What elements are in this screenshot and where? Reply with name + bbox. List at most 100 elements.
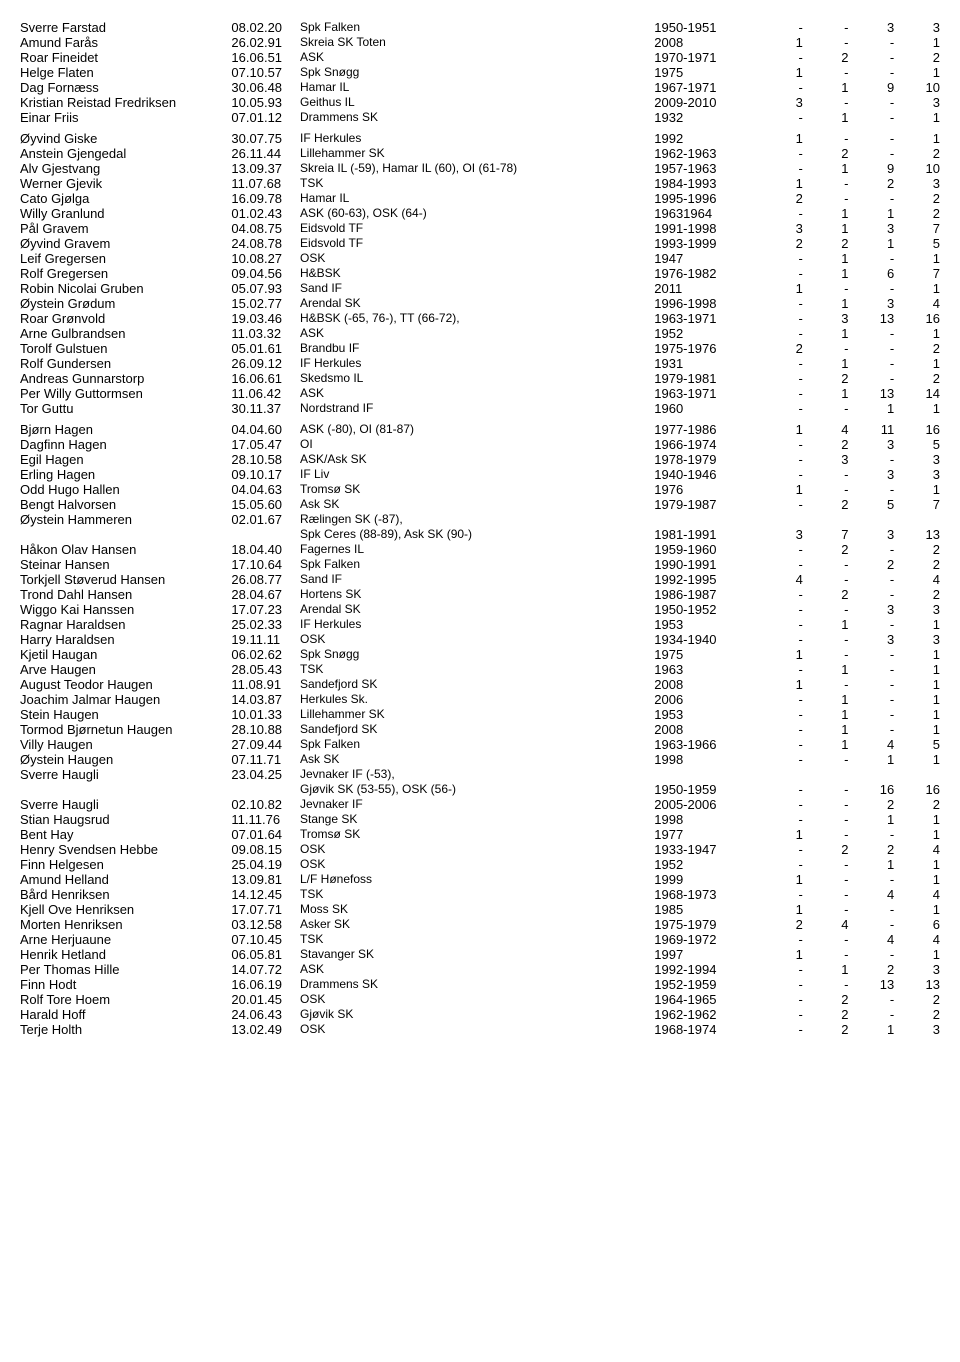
- years-cell: 1979-1981: [654, 371, 757, 386]
- years-cell: 1963-1971: [654, 386, 757, 401]
- name-cell: Øyvind Giske: [20, 131, 231, 146]
- col1-cell: 3: [757, 221, 803, 236]
- years-cell: 1968-1973: [654, 887, 757, 902]
- col1-cell: -: [757, 977, 803, 992]
- col1-cell: -: [757, 632, 803, 647]
- club-cell: TSK: [300, 662, 654, 677]
- col2-cell: 4: [803, 917, 849, 932]
- club-cell: Ask SK: [300, 752, 654, 767]
- table-row: Morten Henriksen03.12.58Asker SK1975-197…: [20, 917, 940, 932]
- col2-cell: 1: [803, 251, 849, 266]
- club-cell: Arendal SK: [300, 296, 654, 311]
- col1-cell: 1: [757, 677, 803, 692]
- col1-cell: -: [757, 371, 803, 386]
- years-cell: 1966-1974: [654, 437, 757, 452]
- years-cell: 1976-1982: [654, 266, 757, 281]
- table-row: Erling Hagen09.10.17IF Liv1940-1946--33: [20, 467, 940, 482]
- col2-cell: [803, 512, 849, 527]
- table-row: Amund Farås26.02.91Skreia SK Toten20081-…: [20, 35, 940, 50]
- name-cell: Henry Svendsen Hebbe: [20, 842, 231, 857]
- date-cell: 26.02.91: [231, 35, 300, 50]
- club-cell: ASK: [300, 326, 654, 341]
- name-cell: Steinar Hansen: [20, 557, 231, 572]
- years-cell: 1931: [654, 356, 757, 371]
- col2-cell: -: [803, 632, 849, 647]
- table-row: Arne Gulbrandsen11.03.32ASK1952-1-1: [20, 326, 940, 341]
- years-cell: 1963: [654, 662, 757, 677]
- col4-cell: 1: [894, 827, 940, 842]
- years-cell: 2008: [654, 722, 757, 737]
- col1-cell: 1: [757, 947, 803, 962]
- name-cell: Trond Dahl Hansen: [20, 587, 231, 602]
- club-cell: Drammens SK: [300, 110, 654, 125]
- col3-cell: -: [849, 917, 895, 932]
- years-cell: 1975-1979: [654, 917, 757, 932]
- col1-cell: -: [757, 251, 803, 266]
- years-cell: 1952: [654, 326, 757, 341]
- col3-cell: -: [849, 707, 895, 722]
- col4-cell: 3: [894, 602, 940, 617]
- name-cell: Rolf Gregersen: [20, 266, 231, 281]
- club-cell: Skedsmo IL: [300, 371, 654, 386]
- col4-cell: 2: [894, 146, 940, 161]
- club-cell: Spk Falken: [300, 557, 654, 572]
- date-cell: 28.10.88: [231, 722, 300, 737]
- table-row: Dag Fornæss30.06.48Hamar IL1967-1971-191…: [20, 80, 940, 95]
- col4-cell: 1: [894, 662, 940, 677]
- club-cell: Lillehammer SK: [300, 146, 654, 161]
- name-cell: Finn Helgesen: [20, 857, 231, 872]
- col2-cell: -: [803, 482, 849, 497]
- col4-cell: 1: [894, 281, 940, 296]
- col4-cell: 2: [894, 542, 940, 557]
- table-row: Pål Gravem04.08.75Eidsvold TF1991-199831…: [20, 221, 940, 236]
- table-row: Arve Haugen28.05.43TSK1963-1-1: [20, 662, 940, 677]
- years-cell: [654, 767, 757, 782]
- col4-cell: 1: [894, 65, 940, 80]
- col4-cell: 16: [894, 311, 940, 326]
- club-cell: Sand IF: [300, 281, 654, 296]
- col2-cell: -: [803, 95, 849, 110]
- col2-cell: -: [803, 797, 849, 812]
- club-cell: Sandefjord SK: [300, 722, 654, 737]
- col2-cell: -: [803, 812, 849, 827]
- years-cell: 1999: [654, 872, 757, 887]
- club-cell: Tromsø SK: [300, 482, 654, 497]
- table-row: Øyvind Giske30.07.75IF Herkules19921--1: [20, 131, 940, 146]
- table-row: Helge Flaten07.10.57Spk Snøgg19751--1: [20, 65, 940, 80]
- col4-cell: 3: [894, 95, 940, 110]
- col3-cell: -: [849, 146, 895, 161]
- name-cell: Helge Flaten: [20, 65, 231, 80]
- col4-cell: 4: [894, 842, 940, 857]
- table-row: Øystein Haugen07.11.71Ask SK1998--11: [20, 752, 940, 767]
- col1-cell: -: [757, 782, 803, 797]
- col4-cell: 4: [894, 932, 940, 947]
- date-cell: 26.11.44: [231, 146, 300, 161]
- col2-cell: 2: [803, 842, 849, 857]
- table-row: Torolf Gulstuen05.01.61Brandbu IF1975-19…: [20, 341, 940, 356]
- col2-cell: 1: [803, 266, 849, 281]
- col4-cell: 3: [894, 1022, 940, 1037]
- col4-cell: 5: [894, 737, 940, 752]
- col1-cell: -: [757, 437, 803, 452]
- table-row: Henry Svendsen Hebbe09.08.15OSK1933-1947…: [20, 842, 940, 857]
- date-cell: 02.10.82: [231, 797, 300, 812]
- col4-cell: 1: [894, 707, 940, 722]
- name-cell: Harald Hoff: [20, 1007, 231, 1022]
- date-cell: 16.06.19: [231, 977, 300, 992]
- club-cell: Gjøvik SK (53-55), OSK (56-): [300, 782, 654, 797]
- table-row: Villy Haugen27.09.44Spk Falken1963-1966-…: [20, 737, 940, 752]
- col4-cell: 13: [894, 977, 940, 992]
- col2-cell: -: [803, 677, 849, 692]
- table-row: Egil Hagen28.10.58ASK/Ask SK1978-1979-3-…: [20, 452, 940, 467]
- col2-cell: -: [803, 647, 849, 662]
- date-cell: 20.01.45: [231, 992, 300, 1007]
- table-row: Roar Grønvold19.03.46H&BSK (-65, 76-), T…: [20, 311, 940, 326]
- col4-cell: 1: [894, 857, 940, 872]
- col2-cell: -: [803, 827, 849, 842]
- col3-cell: 3: [849, 602, 895, 617]
- years-cell: 1950-1952: [654, 602, 757, 617]
- table-row: Rolf Gundersen26.09.12IF Herkules1931-1-…: [20, 356, 940, 371]
- col1-cell: -: [757, 722, 803, 737]
- name-cell: Amund Farås: [20, 35, 231, 50]
- col2-cell: 4: [803, 422, 849, 437]
